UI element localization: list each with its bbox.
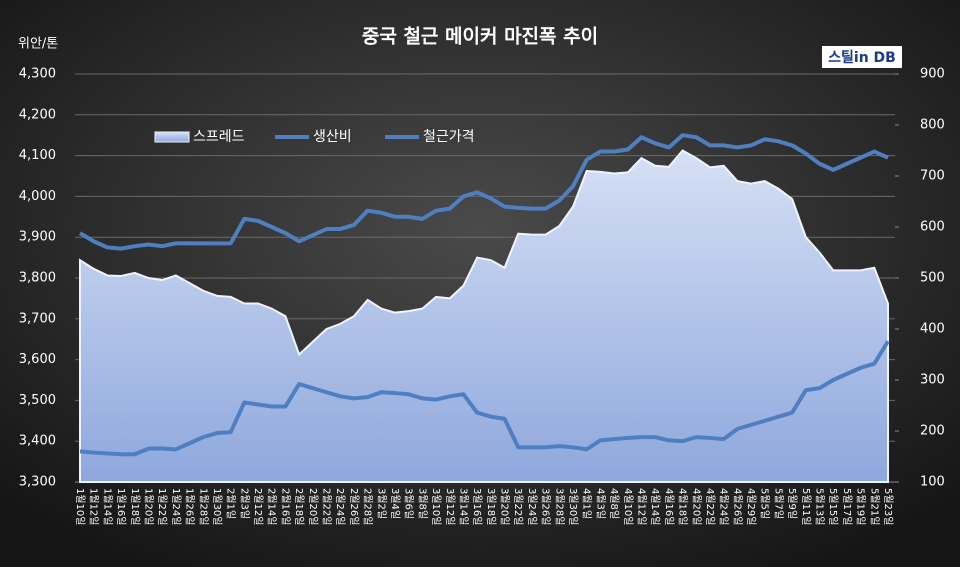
x-tick-label: 4월20일 bbox=[690, 488, 702, 526]
y2-tick-label: 600 bbox=[920, 220, 945, 235]
x-tick-label: 3월18일 bbox=[485, 488, 497, 526]
x-tick-label: 4월8일 bbox=[608, 488, 620, 519]
logo: 스틸in DB bbox=[828, 50, 896, 66]
x-tick-label: 2월16일 bbox=[279, 488, 291, 526]
x-tick-label: 1월18일 bbox=[129, 488, 141, 526]
x-tick-label: 3월30일 bbox=[567, 488, 579, 526]
line bbox=[78, 133, 889, 251]
x-tick-label: 2월24일 bbox=[334, 488, 346, 526]
chart-title: 중국 철근 메이커 마진폭 추이 bbox=[362, 26, 598, 48]
x-tick-label: 3월12일 bbox=[444, 488, 456, 526]
x-tick-label: 1월12일 bbox=[88, 488, 100, 526]
x-tick-label: 5월23일 bbox=[882, 488, 894, 526]
y2-tick-label: 700 bbox=[920, 169, 945, 184]
x-tick-label: 2월28일 bbox=[362, 488, 374, 526]
x-tick-label: 4월1일 bbox=[581, 488, 593, 519]
legend-swatch bbox=[154, 131, 190, 143]
x-tick-label: 4월12일 bbox=[635, 488, 647, 526]
x-tick-label: 1월24일 bbox=[170, 488, 182, 526]
y-tick-label: 4,300 bbox=[19, 67, 56, 82]
legend-label: 생산비 bbox=[313, 129, 352, 145]
y-tick-label: 3,300 bbox=[19, 475, 56, 490]
x-tick-label: 5월5일 bbox=[759, 488, 771, 519]
x-tick-label: 5월17일 bbox=[841, 488, 853, 526]
x-tick-label: 2월20일 bbox=[307, 488, 319, 526]
y-tick-label: 3,800 bbox=[19, 271, 56, 286]
x-tick-label: 5월7일 bbox=[772, 488, 784, 519]
y-axis-label: 위안/톤 bbox=[18, 37, 58, 52]
x-tick-label: 1월26일 bbox=[184, 488, 196, 526]
x-tick-label: 1월10일 bbox=[74, 488, 86, 526]
y2-tick-label: 900 bbox=[920, 67, 945, 82]
x-tick-label: 1월22일 bbox=[156, 488, 168, 526]
y-tick-label: 3,700 bbox=[19, 311, 56, 326]
x-tick-label: 2월26일 bbox=[348, 488, 360, 526]
x-tick-label: 3월6일 bbox=[403, 488, 415, 519]
x-tick-label: 3월24일 bbox=[526, 488, 538, 526]
x-tick-label: 5월13일 bbox=[814, 488, 826, 526]
y2-tick-label: 800 bbox=[920, 118, 945, 133]
x-tick-label: 4월29일 bbox=[745, 488, 757, 526]
y2-tick-label: 200 bbox=[920, 424, 945, 439]
x-tick-label: 4월16일 bbox=[663, 488, 675, 526]
x-tick-label: 4월22일 bbox=[704, 488, 716, 526]
y2-tick-label: 300 bbox=[920, 373, 945, 388]
x-tick-label: 2월12일 bbox=[252, 488, 264, 526]
y-tick-label: 4,000 bbox=[19, 189, 56, 204]
x-tick-label: 1월14일 bbox=[101, 488, 113, 526]
logo-box bbox=[822, 46, 902, 68]
x-tick-label: 2월22일 bbox=[321, 488, 333, 526]
x-tick-label: 3월16일 bbox=[471, 488, 483, 526]
line bbox=[79, 340, 890, 457]
x-tick-label: 5월11일 bbox=[800, 488, 812, 526]
x-tick-label: 1월20일 bbox=[142, 488, 154, 526]
y-tick-label: 4,200 bbox=[19, 107, 56, 122]
y-tick-label: 3,500 bbox=[19, 393, 56, 408]
x-tick-label: 2월1일 bbox=[225, 488, 237, 519]
x-tick-label: 1월28일 bbox=[197, 488, 209, 526]
x-tick-label: 3월8일 bbox=[416, 488, 428, 519]
x-tick-label: 3월4일 bbox=[389, 488, 401, 519]
x-tick-label: 1월30일 bbox=[211, 488, 223, 526]
y2-tick-label: 100 bbox=[920, 475, 945, 490]
y-tick-label: 3,400 bbox=[19, 434, 56, 449]
x-tick-label: 3월26일 bbox=[540, 488, 552, 526]
x-tick-label: 3월22일 bbox=[512, 488, 524, 526]
x-tick-label: 2월18일 bbox=[293, 488, 305, 526]
x-tick-label: 5월21일 bbox=[868, 488, 880, 526]
area bbox=[79, 149, 889, 483]
y-tick-label: 4,100 bbox=[19, 148, 56, 163]
x-tick-label: 4월26일 bbox=[731, 488, 743, 526]
x-tick-label: 4월18일 bbox=[677, 488, 689, 526]
x-tick-label: 3월28일 bbox=[553, 488, 565, 526]
x-tick-label: 3월20일 bbox=[499, 488, 511, 526]
x-tick-label: 3월10일 bbox=[430, 488, 442, 526]
y2-tick-label: 400 bbox=[920, 322, 945, 337]
y2-tick-label: 500 bbox=[920, 271, 945, 286]
x-tick-label: 4월24일 bbox=[718, 488, 730, 526]
x-tick-label: 4월14일 bbox=[649, 488, 661, 526]
y-tick-label: 3,600 bbox=[19, 352, 56, 367]
x-tick-label: 5월9일 bbox=[786, 488, 798, 519]
x-tick-label: 5월15일 bbox=[827, 488, 839, 526]
x-tick-label: 1월16일 bbox=[115, 488, 127, 526]
x-tick-label: 4월10일 bbox=[622, 488, 634, 526]
x-tick-label: 2월14일 bbox=[266, 488, 278, 526]
x-tick-label: 5월19일 bbox=[855, 488, 867, 526]
y-tick-label: 3,900 bbox=[19, 230, 56, 245]
x-tick-label: 4월3일 bbox=[594, 488, 606, 519]
x-tick-label: 3월14일 bbox=[457, 488, 469, 526]
legend-label: 스프레드 bbox=[193, 129, 245, 145]
legend-label: 철근가격 bbox=[423, 129, 475, 145]
x-tick-label: 2월3일 bbox=[238, 488, 250, 519]
x-tick-label: 3월2일 bbox=[375, 488, 387, 519]
